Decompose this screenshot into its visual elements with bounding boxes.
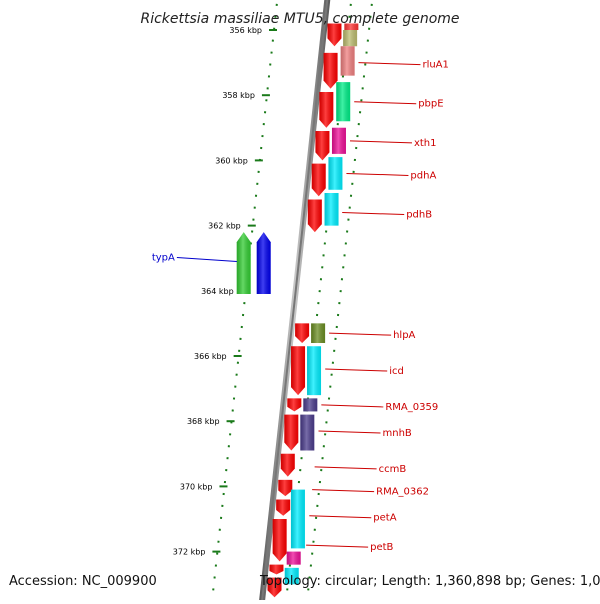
gene-feature-shade [340,46,355,76]
gene-feature-shade [311,323,326,343]
gene-label-leader [329,332,392,336]
gene-label-pbpe: pbpE [418,99,443,110]
gene-feature-shade [286,551,301,565]
gene-label-icd: icd [389,366,404,377]
gene-label-hlpa: hlpA [393,330,415,341]
kbp-tick-label: 364 kbp [201,287,234,296]
gene-label-rma_0359: RMA_0359 [385,402,438,413]
kbp-ruler: 356 kbp 358 kbp 360 kbp 362 kbp 364 kbp 366 k… [173,26,277,557]
kbp-tick-label: 362 kbp [208,222,241,231]
gene-feature-shade [291,346,306,396]
gene-feature-shade [267,577,282,598]
gene-feature-shade [307,199,322,233]
gene-feature-shade [276,499,291,516]
gene-feature-shade [324,193,339,226]
gene-feature-shade [284,414,299,451]
gene-feature-shade [303,398,318,412]
gene-feature-shade [331,127,346,154]
map-title: Rickettsia massiliae MTU5, complete geno… [140,11,459,27]
gene-label-pdhb: pdhB [406,210,432,221]
kbp-tick-label: 360 kbp [215,156,248,165]
gene-feature-shade [307,346,322,396]
gene-label-leader [349,140,412,144]
gene-label-typa: typA [152,252,175,263]
gene-label-rma_0362: RMA_0362 [376,487,429,498]
gene-feature-shade [236,232,251,295]
accession-text: Accession: NC_009900 [9,574,157,589]
gene-label-peta: petA [373,513,396,524]
gene-feature-shade [272,519,287,562]
gene-label-rlua1: rluA1 [422,60,448,71]
kbp-tick-label: 372 kbp [173,548,206,557]
gene-label-leader [321,404,384,408]
gene-feature-shade [290,489,305,549]
kbp-tick-label: 370 kbp [180,482,213,491]
gene-label-leader [314,466,377,470]
genome-backbone [258,0,331,604]
gene-label-petb: petB [370,542,393,553]
gene-label-leader [346,172,409,176]
gene-feature-shade [323,52,338,89]
gene-labels: rluA1 pbpE xth1 pdhA pdhB typA hlpA icd RMA_0359… [152,60,449,553]
kbp-tick-label: 368 kbp [187,417,220,426]
gene-label-pdha: pdhA [410,170,436,181]
gene-feature-shade [344,23,359,30]
gene-feature-shade [328,157,343,190]
kbp-tick-label: 366 kbp [194,352,227,361]
gene-feature-shade [284,567,299,585]
gene-feature-shade [256,232,271,295]
gene-feature-shade [327,23,342,47]
gene-label-ccmb: ccmB [379,464,407,475]
gene-label-leader [309,515,372,519]
gene-feature-shade [311,163,326,197]
gene-feature-shade [280,453,295,477]
gene-label-leader [176,256,237,262]
gene-feature-shade [343,30,358,47]
gene-features [236,23,359,598]
kbp-tick-label: 356 kbp [229,26,262,35]
gene-label-xth1: xth1 [414,138,437,149]
kbp-tick-label: 358 kbp [222,91,255,100]
gene-label-leader [325,368,388,372]
gene-label-mnhb: mnhB [382,428,411,439]
gene-feature-shade [315,131,330,161]
gene-label-leader [342,212,405,216]
gene-label-leader [312,489,375,493]
gene-feature-shade [295,323,310,343]
gene-label-leader [358,62,421,66]
topology-text: Topology: circular; Length: 1,360,898 bp… [260,574,600,589]
gene-label-leader [306,544,369,548]
backbone-core [260,0,329,604]
gene-feature-shade [319,91,334,128]
gene-label-leader [354,101,417,105]
gene-feature-shade [287,398,302,412]
gene-feature-shade [336,82,351,122]
gene-feature-shade [300,414,315,451]
gene-feature-shade [278,479,293,497]
gene-feature-shade [269,564,284,575]
gene-label-leader [318,430,381,434]
